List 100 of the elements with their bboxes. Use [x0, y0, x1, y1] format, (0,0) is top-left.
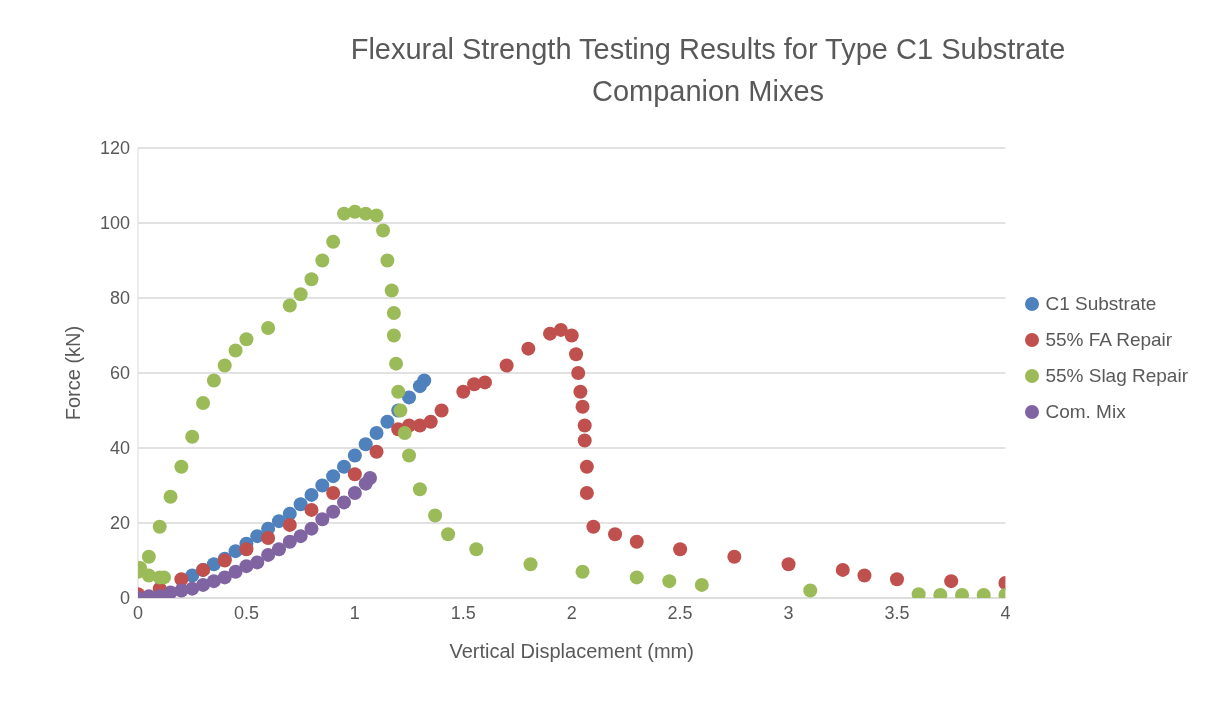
- point: [337, 459, 352, 474]
- point: [293, 529, 308, 544]
- y-tick-label: 80: [109, 288, 130, 309]
- point: [434, 403, 449, 418]
- point: [662, 574, 677, 589]
- point: [206, 373, 221, 388]
- point: [293, 287, 308, 302]
- point: [369, 208, 384, 223]
- point: [564, 328, 579, 343]
- point: [315, 478, 330, 493]
- legend-label: 55% Slag Repair: [1045, 364, 1188, 388]
- point: [206, 574, 221, 589]
- point: [944, 574, 959, 589]
- point: [358, 437, 373, 452]
- point: [282, 517, 297, 532]
- point: [423, 414, 438, 429]
- point: [629, 534, 644, 549]
- point: [579, 486, 594, 500]
- point: [152, 519, 167, 534]
- point: [304, 502, 319, 517]
- point: [417, 373, 432, 388]
- legend-label: 55% FA Repair: [1045, 328, 1173, 352]
- x-tick-label: 2: [566, 602, 577, 623]
- point: [389, 356, 404, 371]
- point: [315, 253, 330, 268]
- point: [326, 486, 341, 500]
- point: [380, 253, 395, 268]
- point: [571, 366, 586, 380]
- point: [369, 444, 384, 459]
- point: [282, 298, 297, 313]
- x-tick-label: 2.5: [667, 602, 693, 623]
- point: [304, 272, 319, 287]
- point: [857, 568, 872, 583]
- point: [441, 527, 456, 542]
- point: [727, 549, 742, 564]
- point: [141, 549, 156, 564]
- point: [397, 426, 412, 440]
- x-tick-label: 0.5: [233, 602, 259, 623]
- point: [586, 519, 601, 534]
- point: [363, 471, 378, 485]
- x-tick-label: 3.5: [884, 602, 910, 623]
- point: [499, 358, 514, 373]
- point: [326, 469, 341, 484]
- point: [889, 572, 904, 587]
- x-axis-title: Vertical Displacement (mm): [449, 640, 694, 662]
- point: [326, 234, 341, 249]
- point: [293, 497, 308, 512]
- point: [477, 375, 492, 390]
- point: [577, 433, 592, 448]
- point: [577, 418, 592, 433]
- y-tick-label: 40: [109, 438, 130, 459]
- point: [261, 321, 276, 335]
- point: [185, 429, 200, 444]
- point: [347, 467, 362, 482]
- point: [239, 559, 254, 574]
- y-tick-label: 0: [119, 588, 130, 609]
- chart-title: Flexural Strength Testing Results for Type C1 Substrate Companion Mixes: [349, 32, 1067, 109]
- point: [386, 306, 401, 320]
- point: [412, 482, 427, 497]
- legend-label: Com. Mix: [1045, 400, 1126, 424]
- point: [694, 577, 709, 592]
- y-tick-label: 60: [109, 363, 130, 384]
- point: [575, 399, 590, 414]
- x-tick-label: 1: [349, 602, 360, 623]
- y-tick-label: 100: [99, 213, 130, 234]
- point: [579, 459, 594, 474]
- point: [543, 326, 558, 341]
- point: [304, 487, 319, 502]
- point: [569, 347, 584, 362]
- point: [629, 570, 644, 585]
- y-tick-label: 120: [99, 138, 130, 159]
- point: [228, 343, 243, 358]
- point: [573, 384, 588, 399]
- point: [315, 512, 330, 527]
- point: [402, 448, 417, 463]
- point: [163, 489, 178, 504]
- point: [261, 547, 276, 562]
- x-tick-label: 0: [132, 602, 144, 623]
- point: [412, 418, 427, 433]
- point: [575, 564, 590, 579]
- point: [271, 542, 286, 557]
- point: [521, 341, 536, 356]
- point: [402, 390, 417, 405]
- point: [369, 426, 384, 440]
- point: [673, 542, 688, 557]
- point: [347, 486, 362, 500]
- point: [228, 564, 243, 579]
- point: [391, 384, 406, 399]
- point: [386, 328, 401, 343]
- point: [608, 527, 623, 542]
- x-tick-label: 4: [1000, 602, 1011, 623]
- x-tick-label: 3: [783, 602, 794, 623]
- point: [469, 542, 484, 557]
- point: [835, 562, 850, 577]
- point: [347, 448, 362, 463]
- point: [239, 542, 254, 557]
- point: [196, 577, 211, 592]
- point: [304, 521, 319, 536]
- point: [781, 557, 796, 572]
- point: [428, 508, 443, 523]
